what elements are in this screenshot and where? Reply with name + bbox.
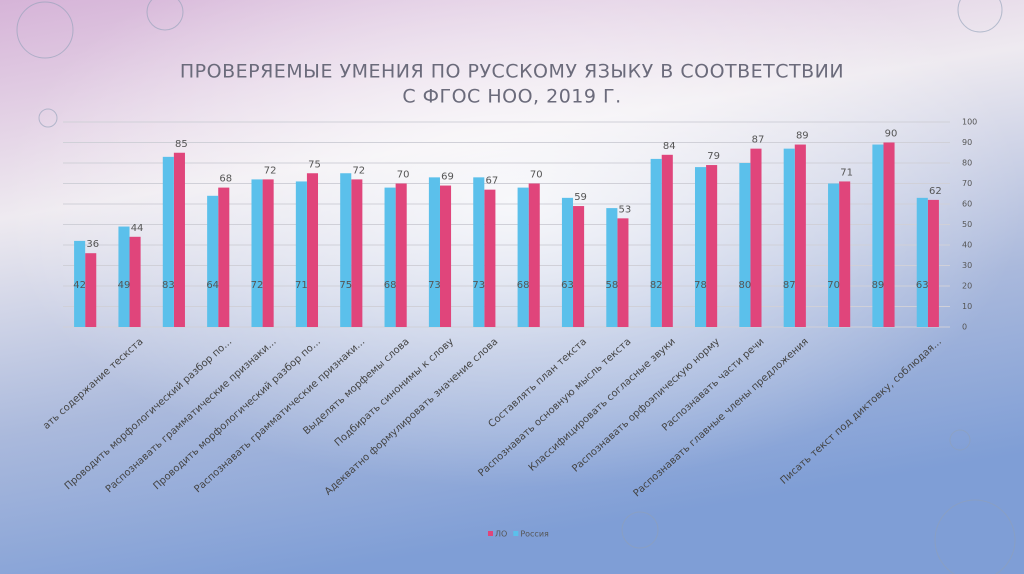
- bar: [340, 173, 352, 327]
- value-label: 71: [295, 280, 308, 291]
- value-label: 42: [73, 280, 86, 291]
- legend-label: ЛО: [495, 530, 507, 539]
- value-label: 72: [264, 165, 277, 176]
- y-tick-label: 50: [962, 220, 972, 229]
- bar: [384, 187, 396, 327]
- legend-swatch: [488, 531, 493, 536]
- value-label: 68: [384, 280, 397, 291]
- value-label: 36: [86, 239, 99, 250]
- value-label: 53: [619, 204, 632, 215]
- bar: [528, 183, 540, 327]
- bar: [839, 181, 851, 327]
- bar: [573, 206, 585, 327]
- y-tick-label: 10: [962, 302, 972, 311]
- bar: [739, 163, 751, 327]
- y-tick-label: 30: [962, 261, 972, 270]
- value-label: 72: [251, 280, 264, 291]
- bar: [306, 173, 319, 327]
- y-tick-label: 40: [962, 241, 972, 250]
- value-label: 70: [827, 280, 840, 291]
- value-label: 82: [650, 280, 663, 291]
- bar: [561, 197, 574, 327]
- bar: [251, 179, 263, 327]
- value-label: 89: [872, 280, 885, 291]
- value-label: 72: [352, 165, 365, 176]
- y-tick-label: 90: [962, 138, 972, 147]
- decor-drops: [16, 0, 1016, 574]
- bar: [606, 208, 618, 327]
- value-label: 85: [175, 139, 188, 150]
- value-label: 87: [783, 280, 796, 291]
- bar: [750, 148, 762, 327]
- bar: [783, 148, 795, 327]
- value-label: 44: [131, 223, 144, 234]
- bar: [262, 179, 274, 327]
- y-tick-label: 0: [962, 323, 967, 332]
- bar: [162, 156, 174, 327]
- chart-title: ПРОВЕРЯЕМЫЕ УМЕНИЯ ПО РУССКОМУ ЯЗЫКУ В С…: [180, 61, 844, 83]
- bar: [617, 218, 629, 327]
- bar: [173, 152, 185, 327]
- legend-swatch: [513, 531, 519, 536]
- y-tick-label: 70: [962, 179, 972, 188]
- y-tick-label: 20: [962, 282, 972, 291]
- bar: [927, 199, 939, 327]
- value-label: 63: [916, 280, 929, 291]
- value-label: 69: [441, 172, 454, 183]
- value-label: 71: [840, 167, 853, 178]
- y-tick-label: 100: [962, 118, 977, 127]
- bar: [484, 189, 496, 327]
- value-label: 73: [428, 280, 441, 291]
- value-label: 75: [308, 159, 321, 170]
- bar: [694, 167, 707, 327]
- value-label: 67: [486, 176, 499, 187]
- value-label: 58: [605, 280, 618, 291]
- bar: [661, 154, 673, 327]
- value-label: 70: [397, 170, 410, 181]
- bar: [129, 236, 141, 327]
- value-label: 62: [929, 186, 942, 197]
- bar: [85, 253, 97, 327]
- bar: [74, 240, 86, 327]
- value-label: 63: [561, 280, 574, 291]
- bar: [218, 187, 230, 327]
- value-label: 79: [707, 151, 720, 162]
- bar: [794, 144, 806, 327]
- value-label: 78: [694, 280, 707, 291]
- bar: [828, 183, 840, 327]
- bar: [916, 197, 928, 327]
- legend-label: Россия: [520, 530, 549, 539]
- value-label: 75: [339, 280, 352, 291]
- value-label: 68: [219, 174, 232, 185]
- value-label: 89: [796, 131, 809, 142]
- bar: [650, 158, 662, 327]
- value-label: 83: [162, 280, 175, 291]
- y-tick-label: 80: [962, 159, 972, 168]
- bar: [118, 226, 130, 327]
- bar: [706, 165, 718, 327]
- value-label: 68: [517, 280, 530, 291]
- y-tick-label: 60: [962, 200, 972, 209]
- value-label: 49: [118, 280, 131, 291]
- bar: [428, 177, 440, 327]
- bar: [883, 142, 895, 327]
- value-label: 87: [752, 135, 765, 146]
- bar: [439, 185, 452, 327]
- value-label: 73: [472, 280, 485, 291]
- value-label: 59: [574, 192, 587, 203]
- value-label: 80: [739, 280, 752, 291]
- bar: [295, 181, 307, 327]
- value-label: 84: [663, 141, 676, 152]
- bar: [395, 183, 407, 327]
- value-label: 90: [885, 129, 898, 140]
- bar: [351, 179, 363, 327]
- bar: [473, 177, 485, 327]
- bar: [207, 195, 219, 327]
- value-label: 70: [530, 170, 543, 181]
- bar: [517, 187, 529, 327]
- chart-title: С ФГОС НОО, 2019 Г.: [402, 86, 621, 108]
- bar: [872, 144, 884, 327]
- value-label: 64: [206, 280, 219, 291]
